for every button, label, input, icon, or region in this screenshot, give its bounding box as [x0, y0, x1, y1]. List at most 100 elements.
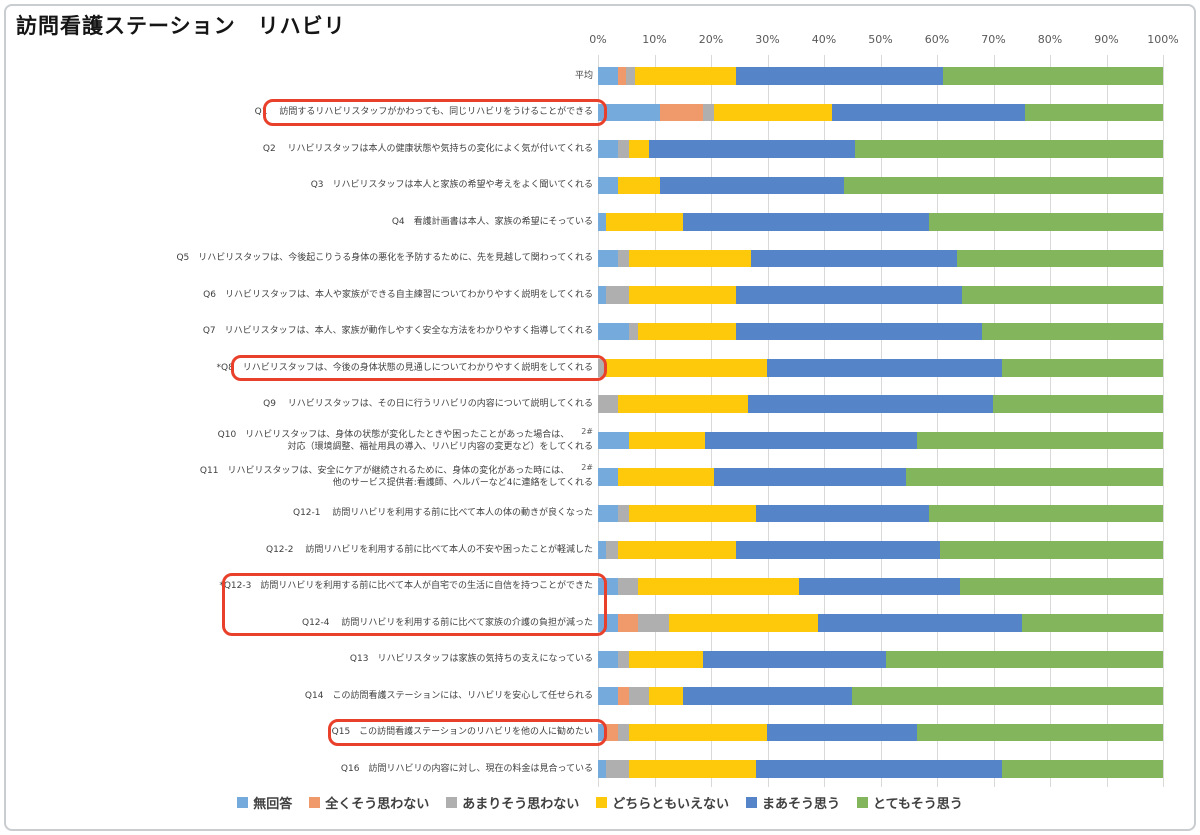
stacked-bar: [598, 759, 1163, 778]
category-label-line: Q3 リハビリスタッフは本人と家族の希望や考えをよく聞いてくれる: [310, 180, 593, 191]
legend-item: まあそう思う: [746, 793, 840, 812]
bar-segment: [598, 67, 618, 85]
bar-segment: [928, 213, 1163, 231]
legend-swatch: [446, 796, 458, 808]
category-label: Q4 看護計画書は本人、家族の希望にそっている: [100, 204, 593, 240]
bar-segment: [736, 322, 983, 341]
bar-segment: [629, 249, 751, 268]
bar-segment: [629, 431, 706, 450]
bar-segment: [617, 395, 748, 414]
category-label-line: Q12-1 訪問リハビリを利用する前に比べて本人の体の動きが良くなった: [292, 508, 593, 519]
bar-segment: [917, 431, 1163, 450]
axis-tick-label: 50%: [868, 33, 893, 46]
category-label-line: Q13 リハビリスタッフは家族の気持ちの支えになっている: [349, 654, 593, 665]
legend-label: どちらともいえない: [612, 796, 730, 812]
legend-swatch: [309, 796, 321, 808]
bar-segment: [598, 359, 607, 377]
legend-item: どちらともいえない: [596, 793, 729, 812]
category-label: Q12-4 訪問リハビリを利用する前に比べて家族の介護の負担が減った: [100, 605, 593, 641]
bar-segment: [818, 614, 1022, 632]
bar-segment: [598, 213, 607, 231]
grid-line: [711, 55, 712, 787]
axis-tick-label: 0%: [589, 33, 607, 46]
bar-segment: [702, 103, 714, 122]
bar-segment: [626, 67, 635, 85]
category-label: Q3 リハビリスタッフは本人と家族の希望や考えをよく聞いてくれる: [100, 167, 593, 203]
legend: 無回答 全くそう思わない あまりそう思わない どちらともいえない まあそう思う とてもそう…: [0, 792, 1200, 812]
bar-segment: [832, 103, 1025, 122]
category-label: Q11 リハビリスタッフは、安全にケアが継続されるために、身体の変化があった時に…: [100, 459, 593, 495]
category-label-line: Q7 リハビリスタッフは、本人、家族が動作しやすく安全な方法をわかりやすく指導し…: [202, 326, 593, 337]
highlight-box: [263, 99, 607, 126]
bar-segment: [598, 322, 630, 341]
stacked-bar: [598, 577, 1163, 596]
bar-segment: [682, 213, 929, 231]
grid-line: [767, 55, 769, 787]
bar-segment: [767, 723, 918, 742]
stacked-bar: [598, 614, 1163, 632]
bar-segment: [1001, 759, 1163, 778]
category-label: Q15 この訪問看護ステーションのリハビリを他の人に勧めたい: [100, 714, 593, 750]
bar-segment: [606, 359, 768, 377]
category-label: *Q12-3 訪問リハビリを利用する前に比べて本人が自宅での生活に自信を持つこと…: [100, 568, 593, 604]
bar-segment: [617, 504, 630, 523]
bar-segment: [629, 687, 649, 705]
bar-segment: [959, 577, 1163, 596]
bar-segment: [756, 504, 929, 523]
bar-segment: [606, 759, 630, 778]
bar-segment: [617, 723, 630, 742]
bar-segment: [1001, 359, 1163, 377]
bar-segment: [598, 650, 618, 669]
grid-line: [654, 55, 656, 787]
grid-line: [937, 55, 938, 787]
grid-line: [880, 55, 882, 787]
bar-segment: [637, 322, 737, 341]
grid-line: [1106, 55, 1108, 787]
category-label-line: Q5 リハビリスタッフは、今後起こりうる身体の悪化を予防するために、先を見越して…: [176, 253, 593, 264]
legend-swatch: [237, 796, 249, 808]
bar-segment: [962, 286, 1163, 304]
bar-segment: [629, 650, 703, 669]
axis-tick-label: 80%: [1037, 33, 1063, 46]
bar-segment: [736, 541, 940, 559]
bar-segment: [598, 249, 618, 268]
bar-segment: [629, 286, 737, 304]
bar-segment: [767, 359, 1002, 377]
axis-tick-label: 70%: [981, 33, 1006, 46]
stacked-bar: [598, 322, 1163, 341]
category-label-line: Q11 リハビリスタッフは、安全にケアが継続されるために、身体の変化があった時に…: [199, 462, 593, 476]
bar-segment: [648, 140, 856, 158]
bar-segment: [852, 687, 1163, 705]
category-label-line: Q1 訪問するリハビリスタッフがかわっても、同じリハビリをうけることができる: [254, 107, 593, 118]
bar-segment: [637, 614, 669, 632]
legend-item: 無回答: [237, 793, 292, 812]
legend-item: あまりそう思わない: [446, 793, 579, 812]
legend-label: 全くそう思わない: [325, 796, 430, 812]
category-label-line: Q16 訪問リハビリの内容に対し、現在の料金は見合っている: [340, 763, 593, 774]
category-label: Q2 リハビリスタッフは本人の健康状態や気持ちの変化によく気が付いてくれる: [100, 131, 593, 167]
category-label: Q14 この訪問看護ステーションには、リハビリを安心して任せられる: [100, 678, 593, 714]
bar-segment: [855, 140, 1163, 158]
bar-segment: [982, 322, 1163, 341]
bar-segment: [629, 322, 638, 341]
axis-tick-label: 40%: [811, 33, 837, 46]
category-label: Q9 リハビリスタッフは、その日に行うリハビリの内容について説明してくれる: [100, 386, 593, 422]
bar-segment: [606, 723, 618, 742]
category-label-line: Q2 リハビリスタッフは本人の健康状態や気持ちの変化によく気が付いてくれる: [262, 143, 593, 154]
footnote-marker: 2#: [581, 462, 593, 472]
highlight-box: [222, 573, 607, 637]
legend-swatch: [746, 796, 758, 808]
bar-segment: [660, 103, 703, 122]
category-label-line: *Q12-3 訪問リハビリを利用する前に比べて本人が自宅での生活に自信を持つこと…: [219, 581, 593, 592]
category-label: Q6 リハビリスタッフは、本人や家族ができる自主練習についてわかりやすく説明をし…: [100, 277, 593, 313]
bar-segment: [747, 395, 994, 414]
stacked-bar: [598, 504, 1163, 523]
highlight-box: [328, 719, 607, 746]
bar-segment: [682, 687, 853, 705]
category-label: Q16 訪問リハビリの内容に対し、現在の料金は見合っている: [100, 751, 593, 787]
bar-segment: [629, 140, 649, 158]
stacked-bar: [598, 286, 1163, 304]
legend-label: あまりそう思わない: [462, 796, 580, 812]
bar-segment: [905, 468, 1163, 486]
bar-segment: [598, 140, 618, 158]
